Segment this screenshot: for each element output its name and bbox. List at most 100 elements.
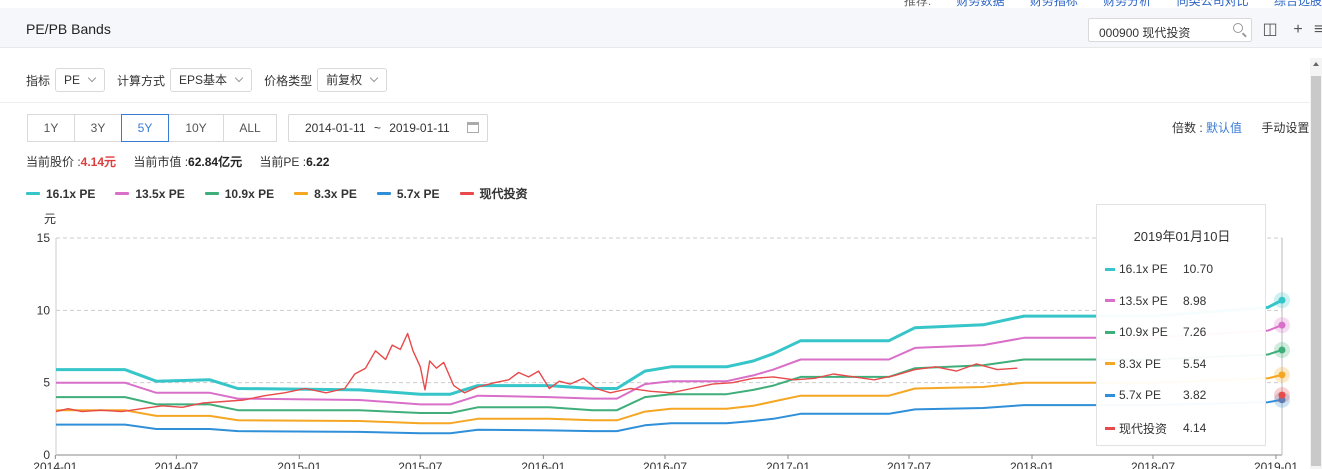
tooltip-row: 10.9x PE 7.26 bbox=[1105, 325, 1255, 339]
scroll-up-icon[interactable] bbox=[1313, 62, 1319, 66]
tooltip-series-name: 16.1x PE bbox=[1119, 262, 1168, 276]
tooltip-swatch bbox=[1105, 426, 1115, 430]
export-excel-icon[interactable]: ◫ bbox=[1262, 21, 1278, 38]
price-label: 当前股价 : bbox=[26, 155, 81, 169]
legend-item[interactable]: 5.7x PE bbox=[376, 185, 440, 202]
legend-item[interactable]: 现代投资 bbox=[459, 185, 528, 202]
tooltip-series-name: 8.3x PE bbox=[1119, 356, 1162, 371]
indicator-select[interactable]: PE bbox=[55, 68, 106, 92]
search-icon[interactable] bbox=[1233, 23, 1243, 33]
hover-point bbox=[1278, 371, 1286, 379]
multiplier-default-link[interactable]: 默认值 bbox=[1206, 121, 1243, 135]
calc-method-value: EPS基本 bbox=[179, 73, 228, 87]
date-sep: ~ bbox=[373, 121, 381, 135]
price-type-select[interactable]: 前复权 bbox=[317, 68, 388, 92]
stock-search-input[interactable]: 000900 现代投资 bbox=[1088, 18, 1252, 42]
legend-swatch bbox=[376, 192, 391, 195]
tooltip-swatch bbox=[1105, 330, 1115, 334]
menu-icon[interactable]: ≡ bbox=[1314, 22, 1322, 38]
y-tick-label: 10 bbox=[37, 303, 51, 317]
legend-label: 5.7x PE bbox=[396, 186, 440, 201]
series-line-2 bbox=[56, 349, 1283, 414]
x-tick-label: 2018-07 bbox=[1131, 460, 1175, 469]
tooltip-swatch bbox=[1105, 267, 1115, 271]
tooltip-series-value: 8.98 bbox=[1183, 293, 1207, 308]
x-tick-label: 2017-07 bbox=[887, 460, 931, 469]
legend-swatch bbox=[294, 192, 309, 195]
calendar-icon[interactable] bbox=[467, 122, 479, 133]
legend-item[interactable]: 8.3x PE bbox=[294, 185, 357, 202]
price-type-label: 价格类型 bbox=[264, 73, 313, 88]
x-tick-label: 2017-01 bbox=[766, 460, 810, 469]
legend-item[interactable]: 13.5x PE bbox=[115, 185, 185, 202]
stats-row: 当前股价 :4.14元 当前市值 :62.84亿元 当前PE :6.22 bbox=[26, 153, 329, 170]
date-start: 2014-01-11 bbox=[305, 121, 366, 135]
pe-label: 当前PE : bbox=[259, 155, 307, 169]
range-button-group: 1Y 3Y 5Y 10Y ALL bbox=[27, 114, 277, 142]
tooltip-row: 13.5x PE 8.98 bbox=[1105, 294, 1255, 308]
x-tick-label: 2016-07 bbox=[643, 460, 687, 469]
nav-link-screener[interactable]: 综合选股 bbox=[1273, 0, 1322, 8]
top-nav-strip: 推荐: 财务数据 财务指标 财务分析 同类公司对比 综合选股 bbox=[0, 0, 1322, 8]
x-tick-label: 2014-01 bbox=[33, 460, 77, 469]
search-value: 000900 现代投资 bbox=[1099, 26, 1191, 40]
range-button-3y[interactable]: 3Y bbox=[74, 114, 122, 142]
chart-legend: 16.1x PE 13.5x PE 10.9x PE 8.3x PE 5.7x PE 现代… bbox=[26, 185, 548, 202]
manual-setting-link[interactable]: 手动设置 bbox=[1261, 121, 1310, 135]
range-button-5y[interactable]: 5Y bbox=[121, 114, 169, 142]
tooltip-row: 16.1x PE 10.70 bbox=[1105, 262, 1255, 276]
x-tick-label: 2015-07 bbox=[398, 460, 442, 469]
tooltip-series-value: 4.14 bbox=[1183, 421, 1207, 435]
tooltip-series-name: 5.7x PE bbox=[1119, 388, 1162, 402]
price-value: 4.14元 bbox=[80, 155, 117, 169]
calc-method-select[interactable]: EPS基本 bbox=[170, 68, 253, 92]
hover-point bbox=[1278, 321, 1286, 329]
price-type-value: 前复权 bbox=[326, 73, 363, 87]
tooltip-series-value: 3.82 bbox=[1183, 388, 1207, 402]
series-line-3 bbox=[56, 373, 1283, 425]
tooltip-series-value: 7.26 bbox=[1183, 325, 1207, 339]
pe-value: 6.22 bbox=[306, 155, 330, 169]
hover-point bbox=[1278, 296, 1286, 304]
series-line-0 bbox=[56, 298, 1283, 396]
tooltip-row: 5.7x PE 3.82 bbox=[1105, 388, 1255, 402]
recommend-nav: 推荐: 财务数据 财务指标 财务分析 同类公司对比 综合选股 bbox=[882, 0, 1322, 9]
y-tick-label: 15 bbox=[37, 231, 51, 245]
tooltip-series-value: 5.54 bbox=[1183, 356, 1207, 371]
nav-link-fin-index[interactable]: 财务指标 bbox=[1029, 0, 1078, 8]
date-range-picker[interactable]: 2014-01-11 ~ 2019-01-11 bbox=[288, 114, 488, 142]
tooltip-row: 现代投资 4.14 bbox=[1105, 420, 1255, 437]
tooltip-swatch bbox=[1105, 393, 1115, 397]
legend-item[interactable]: 16.1x PE bbox=[26, 185, 95, 202]
tooltip-series-name: 13.5x PE bbox=[1119, 293, 1168, 308]
nav-link-fin-data[interactable]: 财务数据 bbox=[956, 0, 1005, 8]
page-title: PE/PB Bands bbox=[26, 21, 111, 37]
add-icon[interactable]: + bbox=[1293, 21, 1303, 38]
y-axis-unit-label: 元 bbox=[44, 212, 56, 226]
hover-point bbox=[1278, 391, 1286, 399]
legend-label: 13.5x PE bbox=[135, 186, 185, 201]
nav-link-peer-compare[interactable]: 同类公司对比 bbox=[1176, 0, 1249, 8]
range-button-all[interactable]: ALL bbox=[223, 114, 277, 142]
range-button-10y[interactable]: 10Y bbox=[168, 114, 224, 142]
tooltip-swatch bbox=[1105, 362, 1115, 365]
legend-swatch bbox=[26, 192, 40, 195]
range-button-1y[interactable]: 1Y bbox=[27, 114, 75, 142]
chart-tooltip: 2019年01月10日 16.1x PE 10.70 13.5x PE 8.98 10.… bbox=[1096, 204, 1266, 446]
multiplier-label: 倍数 : bbox=[1172, 121, 1203, 135]
legend-item[interactable]: 10.9x PE bbox=[204, 185, 274, 202]
scrollbar[interactable] bbox=[1310, 58, 1322, 469]
scrollbar-thumb[interactable] bbox=[1311, 76, 1321, 466]
legend-swatch bbox=[459, 192, 474, 195]
tooltip-date: 2019年01月10日 bbox=[1133, 229, 1231, 244]
nav-link-fin-analysis[interactable]: 财务分析 bbox=[1103, 0, 1152, 8]
mcap-label: 当前市值 : bbox=[133, 155, 189, 169]
x-tick-label: 2018-01 bbox=[1010, 460, 1054, 469]
x-tick-label: 2019-01 bbox=[1254, 460, 1298, 469]
indicator-label: 指标 bbox=[26, 73, 51, 88]
tooltip-series-value: 10.70 bbox=[1183, 262, 1214, 276]
x-tick-label: 2014-07 bbox=[154, 460, 198, 469]
indicator-value: PE bbox=[64, 73, 81, 87]
tooltip-swatch bbox=[1105, 299, 1115, 302]
